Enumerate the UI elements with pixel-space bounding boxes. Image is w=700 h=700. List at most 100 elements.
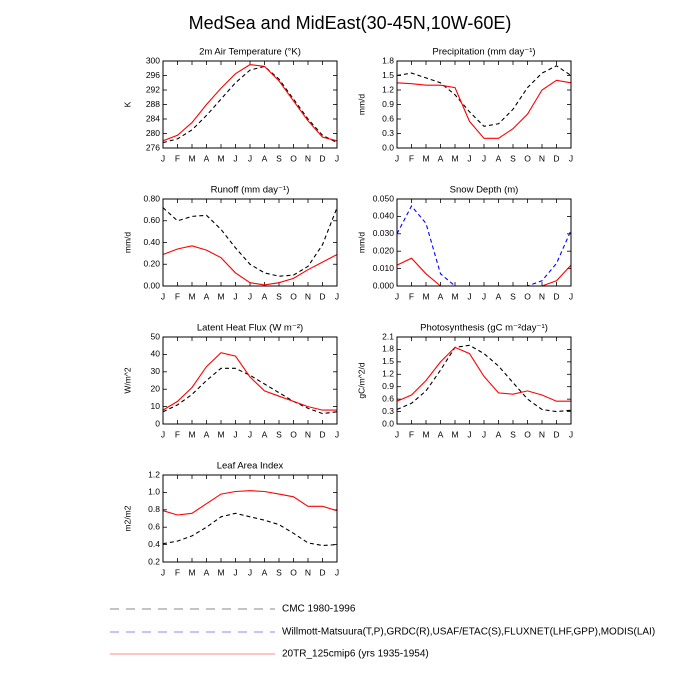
x-tick-label: F (175, 567, 180, 577)
x-tick-label: A (204, 291, 210, 301)
x-tick-label: M (188, 429, 195, 439)
x-tick-label: M (451, 429, 458, 439)
x-tick-label: A (262, 567, 268, 577)
x-tick-label: D (553, 153, 559, 163)
y-tick-label: 0.050 (373, 193, 395, 203)
legend-label: CMC 1980-1996 (282, 604, 356, 615)
figure-title: MedSea and MidEast(30-45N,10W-60E) (189, 13, 512, 33)
x-tick-label: J (335, 429, 339, 439)
plot-frame (162, 60, 338, 149)
y-tick-label: 300 (146, 55, 160, 65)
y-tick-label: 288 (146, 99, 160, 109)
y-tick-label: 1.0 (148, 487, 160, 497)
x-tick-label: N (305, 567, 311, 577)
x-tick-label: A (496, 153, 502, 163)
x-tick-label: D (319, 291, 325, 301)
series-line (162, 490, 338, 516)
series-line (162, 512, 338, 547)
y-tick-label: 0.010 (373, 263, 395, 273)
x-tick-label: J (161, 429, 165, 439)
x-tick-label: J (233, 291, 237, 301)
x-tick-label: S (276, 291, 282, 301)
x-tick-label: N (539, 429, 545, 439)
x-tick-label: N (539, 291, 545, 301)
y-tick-label: 1.5 (382, 356, 394, 366)
x-tick-label: S (510, 153, 516, 163)
series-line (162, 64, 338, 142)
x-tick-label: O (290, 153, 297, 163)
y-axis-label: K (122, 101, 132, 107)
panel-title: Photosynthesis (gC m⁻²day⁻¹) (420, 323, 548, 334)
y-tick-label: 0.9 (382, 99, 394, 109)
y-tick-label: 296 (146, 70, 160, 80)
y-tick-label: 0.3 (382, 128, 394, 138)
x-tick-label: J (482, 291, 486, 301)
x-tick-label: M (422, 153, 429, 163)
series-line (396, 344, 572, 413)
x-tick-label: S (276, 429, 282, 439)
x-tick-label: D (319, 429, 325, 439)
x-tick-label: N (305, 429, 311, 439)
x-tick-label: A (438, 153, 444, 163)
y-tick-label: 1.2 (148, 469, 160, 479)
x-tick-label: J (248, 567, 252, 577)
x-tick-label: J (467, 429, 471, 439)
x-tick-label: J (248, 429, 252, 439)
y-tick-label: 284 (146, 113, 160, 123)
y-tick-label: 292 (146, 84, 160, 94)
plot-frame (162, 336, 338, 425)
x-tick-label: J (569, 291, 573, 301)
x-tick-label: F (175, 153, 180, 163)
y-tick-label: 0.030 (373, 228, 395, 238)
panel-title: Runoff (mm day⁻¹) (211, 185, 290, 196)
x-tick-label: F (409, 429, 414, 439)
x-tick-label: A (204, 429, 210, 439)
y-tick-label: 276 (146, 142, 160, 152)
y-tick-label: 0.40 (143, 237, 160, 247)
x-tick-label: M (188, 567, 195, 577)
x-tick-label: N (305, 153, 311, 163)
x-tick-label: F (175, 429, 180, 439)
x-tick-label: D (553, 291, 559, 301)
x-tick-label: F (409, 153, 414, 163)
x-tick-label: M (188, 153, 195, 163)
panel-title: Snow Depth (m) (450, 185, 519, 196)
y-tick-label: 1.2 (382, 84, 394, 94)
x-tick-label: O (290, 567, 297, 577)
x-tick-label: M (451, 153, 458, 163)
x-tick-label: S (276, 153, 282, 163)
y-axis-label: mm/d (122, 232, 132, 254)
x-tick-label: J (335, 291, 339, 301)
series-line (162, 207, 338, 277)
legend-label: Willmott-Matsuura(T,P),GRDC(R),USAF/ETAC… (282, 627, 655, 638)
x-tick-label: J (161, 291, 165, 301)
x-tick-label: J (467, 291, 471, 301)
x-tick-label: J (335, 567, 339, 577)
series-line (396, 257, 572, 287)
plot-frame (396, 198, 572, 287)
x-tick-label: A (438, 429, 444, 439)
series-line (396, 79, 572, 139)
x-tick-label: J (569, 153, 573, 163)
x-tick-label: D (319, 567, 325, 577)
x-tick-label: S (276, 567, 282, 577)
y-tick-label: 1.5 (382, 70, 394, 80)
y-tick-label: 0.9 (382, 381, 394, 391)
x-tick-label: F (175, 291, 180, 301)
x-tick-label: J (395, 429, 399, 439)
y-tick-label: 0 (155, 418, 160, 428)
x-tick-label: O (290, 291, 297, 301)
legend-label: 20TR_125cmip6 (yrs 1935-1954) (282, 649, 429, 660)
y-axis-label: mm/d (356, 94, 366, 116)
x-tick-label: M (217, 153, 224, 163)
series-line (396, 205, 572, 287)
y-tick-label: 0.20 (143, 259, 160, 269)
x-tick-label: D (553, 429, 559, 439)
x-tick-label: J (569, 429, 573, 439)
series-line (162, 352, 337, 411)
x-tick-label: A (496, 291, 502, 301)
x-tick-label: J (233, 153, 237, 163)
x-tick-label: J (248, 153, 252, 163)
x-tick-label: O (290, 429, 297, 439)
y-tick-label: 0.0 (382, 418, 394, 428)
